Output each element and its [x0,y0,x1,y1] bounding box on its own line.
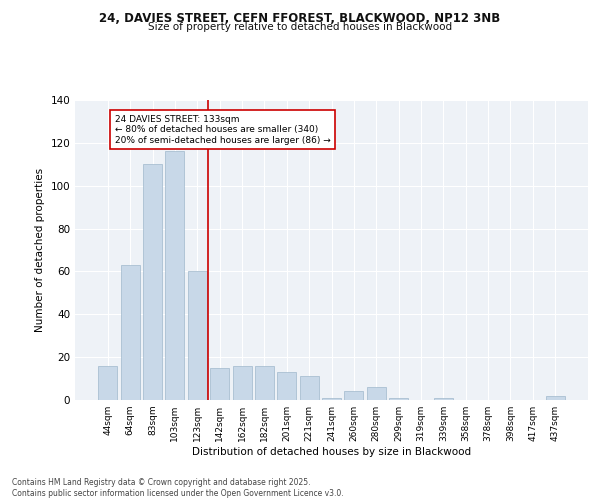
Bar [166,152,184,400]
Bar [545,396,565,400]
Bar [210,368,229,400]
Bar [367,387,386,400]
Text: 24 DAVIES STREET: 133sqm
← 80% of detached houses are smaller (340)
20% of semi-: 24 DAVIES STREET: 133sqm ← 80% of detach… [115,115,330,145]
Bar [389,398,408,400]
Bar [277,372,296,400]
Bar [233,366,251,400]
Bar [299,376,319,400]
Bar [255,366,274,400]
Bar [121,265,140,400]
Y-axis label: Number of detached properties: Number of detached properties [35,168,45,332]
Text: 24, DAVIES STREET, CEFN FFOREST, BLACKWOOD, NP12 3NB: 24, DAVIES STREET, CEFN FFOREST, BLACKWO… [100,12,500,26]
Bar [143,164,162,400]
Text: Size of property relative to detached houses in Blackwood: Size of property relative to detached ho… [148,22,452,32]
Bar [188,272,207,400]
Bar [344,392,364,400]
Bar [98,366,118,400]
Bar [322,398,341,400]
Bar [434,398,453,400]
X-axis label: Distribution of detached houses by size in Blackwood: Distribution of detached houses by size … [192,447,471,457]
Text: Contains HM Land Registry data © Crown copyright and database right 2025.
Contai: Contains HM Land Registry data © Crown c… [12,478,344,498]
